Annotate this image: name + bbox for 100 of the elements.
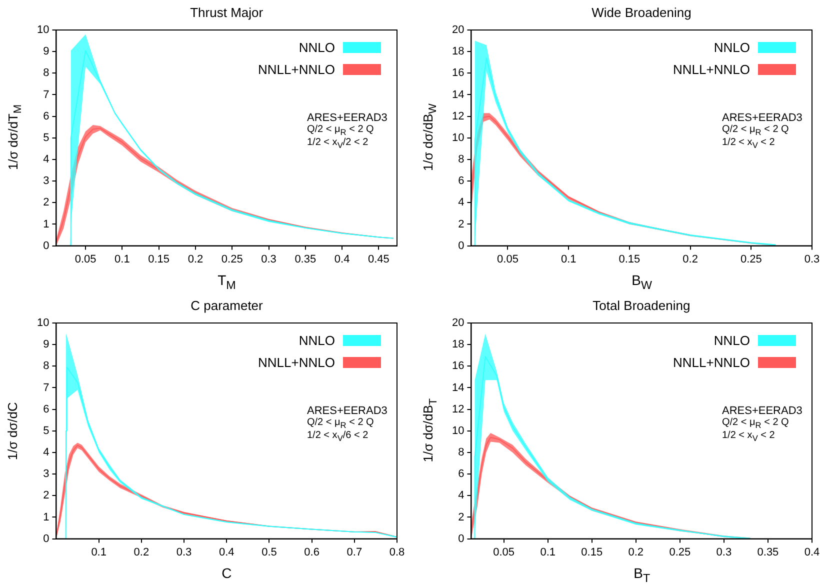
x-axis-title: C — [222, 565, 232, 582]
y-tick-label: 0 — [43, 240, 50, 252]
y-tick-label: 7 — [43, 88, 50, 101]
annotation: Q/2 < μ$_{R}$ < 2 Q — [722, 124, 790, 138]
annotation: 1/2 < x$_{V}$ < 2 — [722, 430, 776, 444]
y-tick-label: 14 — [452, 88, 464, 101]
y-tick-label: 9 — [43, 338, 50, 351]
x-tick-label: 0.8 — [389, 546, 405, 558]
y-tick-label: 7 — [43, 382, 50, 394]
y-tick-label: 2 — [43, 196, 50, 209]
y-tick-label: 2 — [458, 511, 464, 524]
x-tick-label: 0.1 — [91, 546, 106, 558]
x-tick-label: 0.3 — [176, 546, 192, 558]
x-tick-label: 0.25 — [221, 253, 243, 266]
annotation: ARES+EERAD3 — [307, 405, 388, 418]
y-tick-label: 16 — [452, 67, 464, 80]
x-tick-label: 0.4 — [804, 546, 820, 558]
x-tick-label: 0.3 — [804, 253, 820, 266]
x-tick-label: 0.15 — [148, 253, 170, 266]
x-tick-label: 0.2 — [628, 546, 644, 558]
x-tick-label: 0.1 — [540, 546, 556, 558]
x-tick-label: 0.15 — [618, 253, 640, 266]
x-tick-label: 0.2 — [682, 253, 698, 266]
y-tick-label: 8 — [43, 67, 50, 80]
y-tick-label: 6 — [458, 468, 464, 480]
y-tick-label: 6 — [43, 110, 50, 122]
y-tick-label: 6 — [43, 403, 50, 416]
x-tick-label: 0.7 — [346, 546, 362, 558]
legend-label: NNLO — [714, 332, 750, 348]
annotation: 1/2 < x$_{V}$ < 2 — [722, 137, 776, 150]
legend-label: NNLL+NNLO — [258, 354, 335, 370]
annotation: ARES+EERAD3 — [722, 112, 802, 124]
legend-label: NNLO — [298, 332, 335, 348]
y-tick-label: 12 — [452, 403, 464, 416]
y-tick-label: 1 — [43, 218, 50, 230]
annotation: Q/2 < μ$_{R}$ < 2 Q — [307, 417, 375, 430]
y-tick-label: 1 — [43, 511, 50, 524]
x-tick-label: 0.45 — [368, 253, 390, 266]
y-tick-label: 18 — [452, 46, 464, 58]
y-tick-label: 2 — [43, 490, 50, 502]
x-tick-label: 0.25 — [669, 546, 691, 558]
annotation: Q/2 < μ$_{R}$ < 2 Q — [722, 417, 790, 430]
annotation: ARES+EERAD3 — [722, 405, 802, 418]
legend-label: NNLL+NNLO — [673, 354, 750, 370]
x-tick-label: 0.05 — [493, 546, 515, 558]
y-tick-label: 3 — [43, 468, 50, 480]
x-tick-label: 0.5 — [262, 546, 277, 558]
y-tick-label: 4 — [43, 154, 50, 166]
x-tick-label: 0.4 — [218, 546, 234, 558]
x-tick-label: 0.15 — [581, 546, 603, 558]
x-axis-title: B$_{W}$ — [632, 272, 652, 293]
y-tick-label: 10 — [452, 132, 464, 144]
annotation: Q/2 < μ$_{R}$ < 2 Q — [307, 124, 375, 138]
y-tick-label: 8 — [43, 360, 50, 372]
y-tick-label: 4 — [458, 490, 464, 502]
y-tick-label: 20 — [452, 24, 464, 36]
x-tick-label: 0.6 — [304, 546, 320, 558]
x-tick-label: 0.2 — [188, 253, 204, 266]
annotation: 1/2 < x$_{V}$/6 < 2 — [307, 430, 370, 444]
y-tick-label: 10 — [452, 424, 464, 437]
y-tick-label: 8 — [458, 446, 464, 459]
y-tick-label: 20 — [452, 317, 464, 330]
y-tick-label: 5 — [43, 424, 50, 437]
x-axis-title: B$_{T}$ — [634, 565, 650, 586]
y-tick-label: 4 — [43, 446, 50, 459]
chart-title: Wide Broadening — [592, 5, 692, 20]
annotation: ARES+EERAD3 — [307, 112, 388, 124]
y-tick-label: 14 — [452, 382, 464, 394]
annotation: 1/2 < x$_{V}$/2 < 2 — [307, 137, 370, 150]
legend-label: NNLL+NNLO — [673, 62, 750, 76]
x-tick-label: 0.05 — [74, 253, 96, 266]
x-axis-title: T$_{M}$ — [218, 272, 236, 293]
y-tick-label: 2 — [458, 218, 464, 230]
x-tick-label: 0.35 — [757, 546, 779, 558]
y-tick-label: 6 — [458, 175, 464, 188]
x-tick-label: 0.3 — [261, 253, 276, 266]
y-tick-label: 0 — [458, 240, 464, 252]
y-tick-label: 5 — [43, 132, 50, 144]
x-tick-label: 0.1 — [114, 253, 130, 266]
y-tick-label: 10 — [36, 317, 50, 330]
chart-title: C parameter — [190, 298, 263, 314]
y-tick-label: 9 — [43, 46, 50, 58]
y-tick-label: 16 — [452, 360, 464, 372]
y-tick-label: 8 — [458, 154, 464, 166]
chart-title: Total Broadening — [592, 298, 690, 314]
y-tick-label: 3 — [43, 175, 50, 188]
y-axis-title: 1/σ dσ/dC — [4, 402, 20, 460]
x-tick-label: 0.25 — [740, 253, 762, 266]
chart-title: Thrust Major — [190, 5, 264, 20]
y-tick-label: 10 — [36, 24, 50, 36]
y-tick-label: 0 — [458, 532, 464, 545]
y-tick-label: 12 — [452, 110, 464, 122]
x-tick-label: 0.4 — [334, 253, 350, 266]
x-tick-label: 0.1 — [560, 253, 576, 266]
y-tick-label: 18 — [452, 338, 464, 351]
y-tick-label: 4 — [458, 196, 464, 209]
x-tick-label: 0.35 — [294, 253, 316, 266]
x-tick-label: 0.05 — [497, 253, 518, 266]
legend-label: NNLL+NNLO — [258, 62, 335, 76]
legend-label: NNLO — [714, 40, 750, 54]
